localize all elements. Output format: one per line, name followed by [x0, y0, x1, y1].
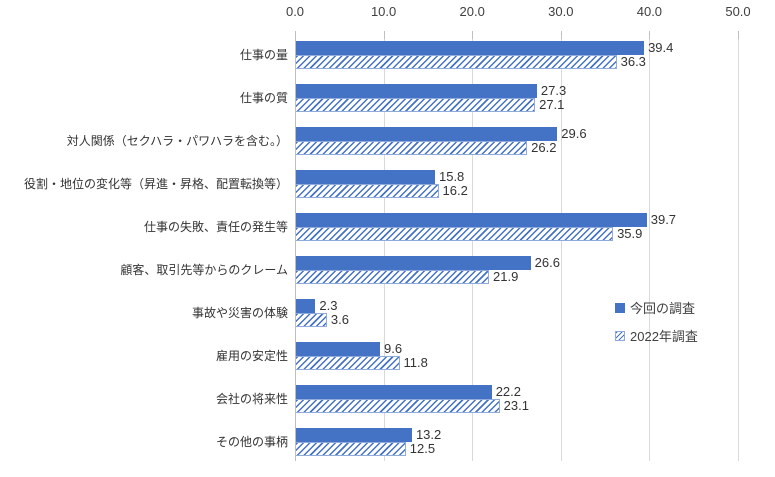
- category-label: 対人関係（セクハラ・パワハラを含む。）: [66, 134, 288, 148]
- bar-2022-survey: [295, 141, 528, 155]
- value-label: 27.1: [539, 97, 565, 112]
- bar-current-survey: [295, 84, 537, 98]
- value-label: 3.6: [330, 312, 349, 327]
- axis-tick: [649, 31, 651, 39]
- value-label: 2.3: [319, 298, 338, 313]
- gridline: [649, 31, 651, 461]
- bar-2022-survey: [295, 227, 614, 241]
- value-label: 29.6: [561, 126, 587, 141]
- value-label: 12.5: [409, 441, 436, 456]
- category-label: 顧客、取引先等からのクレーム: [120, 263, 288, 277]
- x-axis-tick-label: 30.0: [548, 4, 574, 19]
- category-label: 役割・地位の変化等（昇進・昇格、配置転換等）: [23, 177, 288, 191]
- bar-2022-survey: [295, 270, 490, 284]
- legend-label-2022-survey: 2022年調査: [630, 329, 698, 344]
- gridline: [472, 31, 474, 461]
- bar-current-survey: [295, 342, 381, 356]
- x-axis-tick-label: 20.0: [459, 4, 485, 19]
- x-axis-tick-label: 50.0: [725, 4, 751, 19]
- category-label: 雇用の安定性: [215, 349, 288, 363]
- legend-label-current-survey: 今回の調査: [630, 301, 696, 316]
- axis-tick: [472, 31, 474, 39]
- value-label: 26.6: [534, 255, 560, 270]
- category-axis-line: [295, 31, 296, 461]
- bar-2022-survey: [295, 184, 439, 198]
- legend-item-current-survey: 今回の調査: [615, 298, 698, 317]
- value-label: 36.3: [620, 54, 646, 69]
- x-axis-tick-label: 0.0: [285, 4, 305, 19]
- value-label: 9.6: [384, 341, 403, 356]
- bar-current-survey: [295, 385, 492, 399]
- value-label: 15.8: [438, 169, 465, 184]
- legend-swatch-hatch-icon: [615, 330, 625, 341]
- gridline: [383, 31, 385, 461]
- axis-tick: [560, 31, 562, 39]
- bar-current-survey: [295, 256, 531, 270]
- value-label: 27.3: [540, 83, 567, 98]
- bar-2022-survey: [295, 399, 500, 413]
- x-axis-tick-label: 40.0: [636, 4, 663, 19]
- bar-current-survey: [295, 213, 647, 227]
- value-label: 39.7: [650, 212, 677, 227]
- legend-swatch-solid-icon: [615, 302, 625, 313]
- value-label: 35.9: [617, 226, 643, 241]
- category-label: 会社の将来性: [215, 392, 288, 406]
- gridline: [738, 31, 739, 461]
- axis-tick: [383, 31, 385, 39]
- axis-tick: [738, 31, 739, 39]
- value-label: 26.2: [531, 140, 557, 155]
- bar-2022-survey: [295, 356, 400, 370]
- category-label: 仕事の失敗、責任の発生等: [143, 220, 288, 234]
- value-label: 13.2: [415, 427, 442, 442]
- bar-current-survey: [295, 428, 412, 442]
- gridline: [560, 31, 562, 461]
- value-label: 39.4: [648, 40, 674, 55]
- bar-current-survey: [295, 41, 645, 55]
- category-label: 仕事の質: [239, 91, 288, 105]
- category-label: その他の事柄: [215, 435, 288, 449]
- value-label: 21.9: [493, 269, 519, 284]
- value-label: 16.2: [442, 183, 468, 198]
- bar-2022-survey: [295, 98, 536, 112]
- bar-current-survey: [295, 170, 435, 184]
- value-label: 23.1: [503, 398, 529, 413]
- bar-current-survey: [295, 299, 316, 313]
- legend-item-2022-survey: 2022年調査: [615, 326, 698, 345]
- category-label: 事故や災害の体験: [191, 306, 288, 320]
- bar-2022-survey: [295, 55, 617, 69]
- bar-current-survey: [295, 127, 558, 141]
- bar-2022-survey: [295, 313, 327, 327]
- legend: 今回の調査 2022年調査: [615, 298, 698, 345]
- bar-2022-survey: [295, 442, 406, 456]
- value-label: 22.2: [495, 384, 521, 399]
- category-label: 仕事の量: [239, 48, 288, 62]
- value-label: 11.8: [403, 355, 428, 370]
- x-axis-tick-label: 10.0: [370, 4, 397, 19]
